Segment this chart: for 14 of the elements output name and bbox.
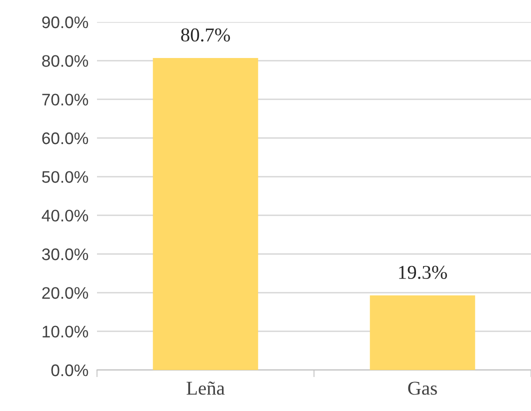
y-tick-label: 60.0% <box>42 132 88 144</box>
y-tick-label: 10.0% <box>42 326 88 338</box>
y-tick-label: 40.0% <box>42 210 88 222</box>
y-tick-label: 70.0% <box>42 94 88 106</box>
x-tick-label: Leña <box>186 382 225 395</box>
y-tick-label: 0.0% <box>51 364 88 376</box>
y-tick-label: 90.0% <box>42 16 88 28</box>
y-tick-label: 80.0% <box>42 55 88 67</box>
data-label: 19.3% <box>399 266 447 280</box>
y-tick-label: 20.0% <box>42 287 88 299</box>
y-tick-label: 30.0% <box>42 248 88 260</box>
x-tick-label: Gas <box>408 382 437 395</box>
y-tick-label: 50.0% <box>42 171 88 183</box>
data-label: 80.7% <box>181 28 230 42</box>
